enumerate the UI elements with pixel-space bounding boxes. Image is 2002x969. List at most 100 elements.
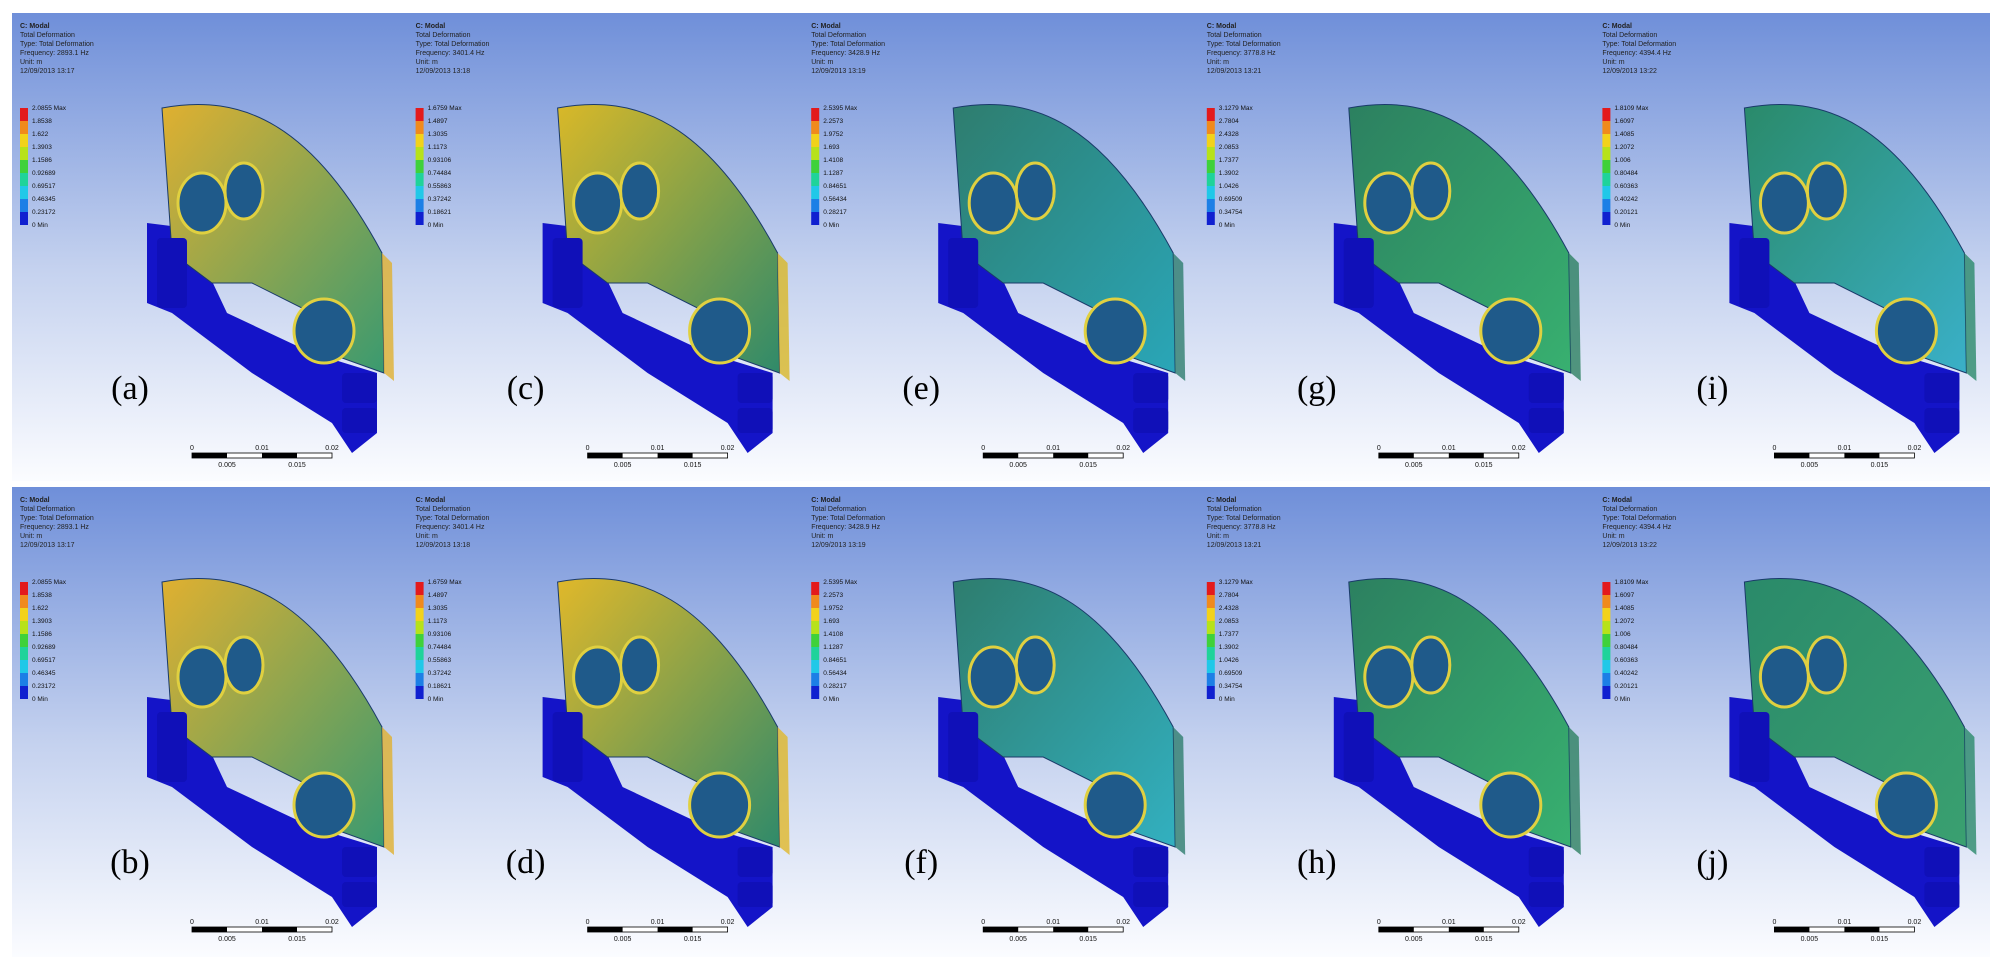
panel-label: (i) bbox=[1696, 370, 1728, 407]
legend-swatch bbox=[1602, 212, 1611, 225]
legend-label: 1.1173 bbox=[428, 144, 448, 151]
bridge-foot bbox=[737, 373, 773, 403]
bridge-hole bbox=[967, 171, 1019, 235]
scale-bar bbox=[1448, 453, 1484, 458]
legend-label: 1.9752 bbox=[823, 131, 843, 138]
legend-swatch bbox=[415, 660, 424, 673]
bridge-hole bbox=[1363, 171, 1415, 235]
legend-label: 0.23172 bbox=[32, 209, 56, 216]
legend-label: 0.93106 bbox=[428, 157, 452, 164]
bridge-foot bbox=[1133, 408, 1169, 433]
bridge-hole bbox=[1479, 771, 1543, 839]
legend-label: 0.34754 bbox=[1219, 683, 1243, 690]
header-line: Unit: m bbox=[1602, 59, 1624, 66]
header-line: C: Modal bbox=[1602, 497, 1632, 504]
legend-swatch bbox=[1602, 660, 1611, 673]
bridge-foot bbox=[737, 847, 773, 877]
header-line: Frequency: 3428.9 Hz bbox=[811, 524, 880, 531]
scale-bar bbox=[657, 927, 693, 932]
header-line: Unit: m bbox=[1207, 59, 1229, 66]
panel-label: (e) bbox=[902, 370, 940, 407]
legend-swatch bbox=[811, 621, 820, 634]
legend-swatch bbox=[1206, 212, 1215, 225]
scale-bar bbox=[192, 927, 227, 932]
legend-swatch bbox=[1206, 186, 1215, 199]
legend-label: 0.69509 bbox=[1219, 196, 1243, 203]
header-line: Unit: m bbox=[1207, 533, 1229, 540]
legend-label: 0.28217 bbox=[823, 683, 847, 690]
bridge-hole bbox=[1410, 161, 1452, 221]
bridge-hole bbox=[1083, 771, 1147, 839]
legend-swatch bbox=[1206, 199, 1215, 212]
legend-swatch bbox=[811, 686, 820, 699]
legend-swatch bbox=[1602, 173, 1611, 186]
panel: C: Modal Total Deformation Type: Total Def… bbox=[811, 497, 1186, 943]
bridge-edge bbox=[1173, 253, 1186, 381]
header-line: C: Modal bbox=[1207, 497, 1237, 504]
legend-swatch bbox=[415, 634, 424, 647]
scale-label: 0.01 bbox=[1442, 445, 1456, 452]
scale-label: 0.005 bbox=[1009, 462, 1027, 469]
legend-label: 1.1586 bbox=[32, 157, 52, 164]
legend-label: 1.8109 Max bbox=[1614, 105, 1649, 112]
bridge-hole bbox=[1874, 297, 1938, 365]
legend-label: 2.7804 bbox=[1219, 592, 1239, 599]
legend-swatch bbox=[811, 108, 820, 121]
legend-swatch bbox=[1206, 134, 1215, 147]
header-line: Unit: m bbox=[20, 59, 42, 66]
legend-label: 1.6759 Max bbox=[428, 105, 463, 112]
legend-swatch bbox=[1206, 582, 1215, 595]
legend-label: 1.693 bbox=[823, 144, 840, 151]
header-line: Type: Total Deformation bbox=[1207, 41, 1281, 48]
legend-label: 0.34754 bbox=[1219, 209, 1243, 216]
bridge-base bbox=[938, 697, 1169, 927]
bridge-foot bbox=[1924, 408, 1960, 433]
legend-swatch bbox=[415, 199, 424, 212]
panel: C: Modal Total Deformation Type: Total Def… bbox=[1602, 23, 1977, 469]
legend-swatch bbox=[811, 634, 820, 647]
legend-label: 2.2573 bbox=[823, 592, 843, 599]
legend-swatch bbox=[415, 108, 424, 121]
header-line: Total Deformation bbox=[1207, 32, 1262, 39]
legend-swatch bbox=[1206, 634, 1215, 647]
legend-label: 0.18621 bbox=[428, 683, 452, 690]
scale-bar bbox=[1448, 927, 1484, 932]
header-line: Unit: m bbox=[811, 59, 833, 66]
panel: C: Modal Total Deformation Type: Total Def… bbox=[1602, 497, 1977, 943]
legend-label: 0.69517 bbox=[32, 183, 56, 190]
bridge-foot bbox=[737, 882, 773, 907]
bridge-edge bbox=[382, 727, 394, 855]
bridge-hole bbox=[619, 635, 661, 695]
bridge-foot bbox=[1343, 712, 1374, 782]
header-line: 12/09/2013 13:22 bbox=[1602, 542, 1657, 549]
legend-swatch bbox=[811, 173, 820, 186]
legend-label: 0.84651 bbox=[823, 657, 847, 664]
legend-swatch bbox=[20, 160, 28, 173]
legend-label: 0.92689 bbox=[32, 170, 56, 177]
legend-label: 0.80484 bbox=[1614, 170, 1638, 177]
scale-label: 0.01 bbox=[1046, 919, 1060, 926]
scale-label: 0.015 bbox=[1871, 462, 1889, 469]
bridge-edge bbox=[1568, 253, 1581, 381]
legend-label: 1.1287 bbox=[823, 644, 843, 651]
legend-label: 2.0853 bbox=[1219, 618, 1239, 625]
legend-swatch bbox=[811, 121, 820, 134]
bridge-hole bbox=[292, 771, 356, 839]
legend-swatch bbox=[1206, 686, 1215, 699]
bridge-hole bbox=[176, 171, 228, 235]
legend-label: 1.622 bbox=[32, 131, 49, 138]
bridge-hole bbox=[1758, 171, 1810, 235]
legend-label: 0.74484 bbox=[428, 170, 452, 177]
legend-label: 1.006 bbox=[1614, 157, 1631, 164]
legend-label: 2.4328 bbox=[1219, 131, 1239, 138]
scale-label: 0.005 bbox=[218, 462, 236, 469]
legend-label: 1.9752 bbox=[823, 605, 843, 612]
legend-label: 1.693 bbox=[823, 618, 840, 625]
legend-swatch bbox=[811, 186, 820, 199]
legend-swatch bbox=[811, 147, 820, 160]
scale-label: 0.005 bbox=[1009, 936, 1027, 943]
legend-label: 1.0426 bbox=[1219, 657, 1239, 664]
header-line: Total Deformation bbox=[1602, 506, 1657, 513]
bridge-hole bbox=[176, 645, 228, 709]
legend-label: 1.1287 bbox=[823, 170, 843, 177]
